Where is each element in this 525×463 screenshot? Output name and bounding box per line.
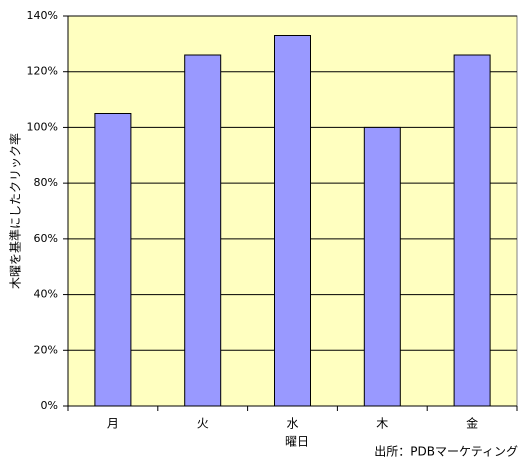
x-tick-label: 木: [376, 417, 388, 431]
y-tick-label: 20%: [34, 343, 58, 356]
y-tick-label: 120%: [27, 65, 58, 78]
y-tick-label: 60%: [34, 232, 58, 245]
x-tick-label: 水: [286, 417, 298, 431]
x-tick-label: 月: [107, 417, 119, 431]
x-tick-label: 金: [466, 416, 478, 431]
x-axis-label: 曜日: [285, 435, 309, 449]
y-axis-label: 木曜を基準にしたクリック率: [8, 133, 23, 289]
x-tick-label: 火: [197, 417, 209, 431]
bar: [94, 113, 132, 407]
y-tick-label: 140%: [27, 9, 58, 22]
source-note: 出所：PDBマーケティング: [374, 445, 518, 459]
y-tick-label: 0%: [41, 399, 58, 412]
bar: [363, 126, 401, 407]
y-tick-label: 40%: [34, 288, 58, 301]
bar: [184, 54, 222, 407]
y-tick-label: 80%: [34, 176, 58, 189]
bar: [274, 35, 311, 407]
y-tick-label: 100%: [27, 120, 58, 133]
bar: [453, 54, 491, 407]
